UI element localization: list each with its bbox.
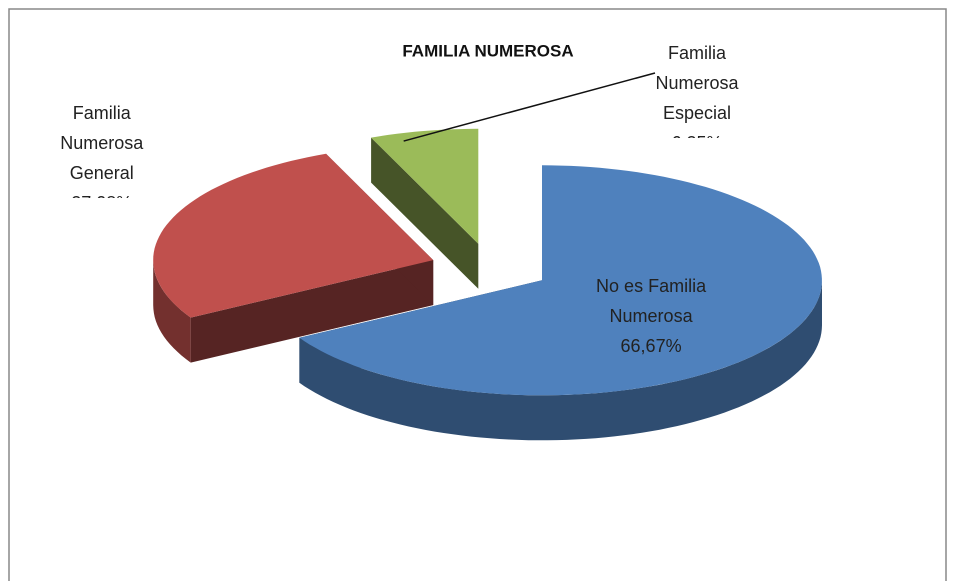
leader-line xyxy=(403,72,656,142)
pie-slice xyxy=(153,153,434,363)
pie-slice xyxy=(371,128,479,289)
slice-outer-wall xyxy=(299,280,822,441)
slice-label-text: Familia Numerosa Especial 6,25% xyxy=(622,38,772,138)
category-label: No es Familia Numerosa xyxy=(596,276,707,327)
category-label: Familia Numerosa General xyxy=(60,103,144,183)
slice-top xyxy=(371,128,479,244)
slice-label-text: Familia Numerosa General 27,08% xyxy=(27,98,177,198)
slice-top xyxy=(299,165,822,396)
chart-title: FAMILIA NUMEROSA xyxy=(402,41,573,60)
slice-top xyxy=(153,153,434,318)
category-label: Familia Numerosa Especial xyxy=(655,43,739,123)
slice-label-text: No es Familia Numerosa 66,67% xyxy=(576,271,726,361)
slice-side-wall xyxy=(190,260,434,363)
pie-slice xyxy=(299,165,822,441)
slice-outer-wall xyxy=(153,260,191,363)
slice-label: Familia Numerosa General 27,08% xyxy=(27,98,177,198)
value-label: 27,08% xyxy=(52,188,152,198)
slice-label: Familia Numerosa Especial 6,25% xyxy=(622,38,772,138)
value-label: 66,67% xyxy=(620,336,682,357)
slice-label: No es Familia Numerosa 66,67% xyxy=(576,271,726,361)
value-label: 6,25% xyxy=(647,128,747,138)
slice-side-wall xyxy=(371,137,479,289)
